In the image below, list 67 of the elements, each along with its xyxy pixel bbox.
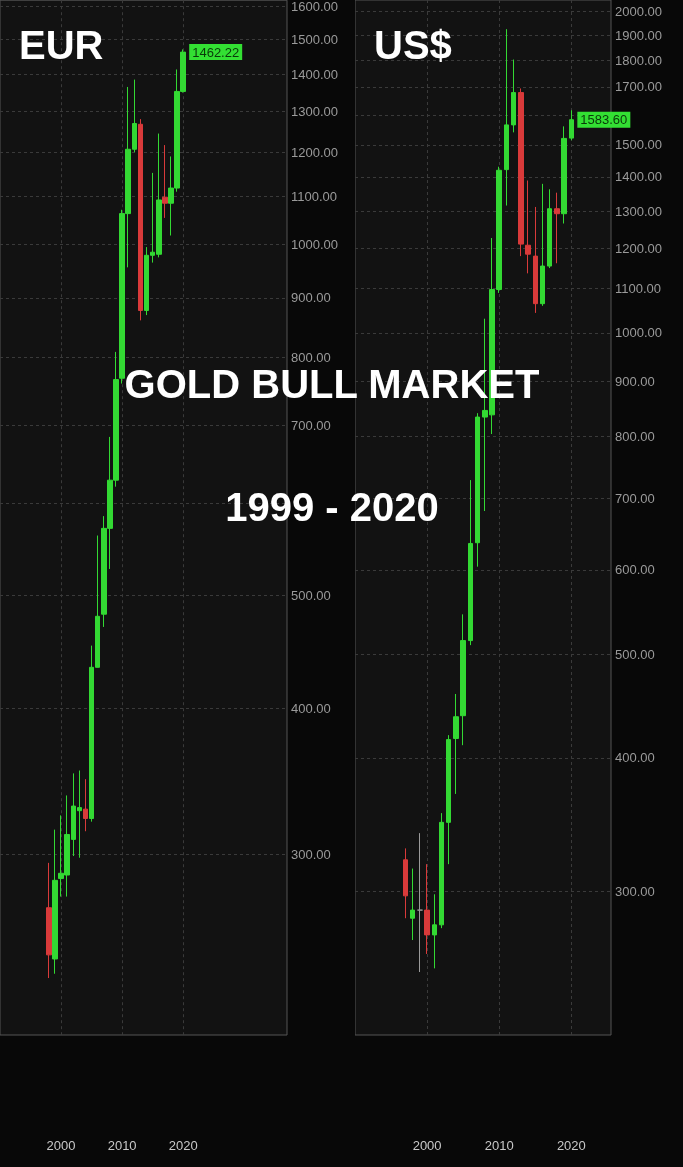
y-tick-label: 500.00 xyxy=(291,588,331,604)
y-tick-label: 500.00 xyxy=(615,646,655,662)
x-tick-label: 2010 xyxy=(107,1138,137,1153)
x-tick-label: 2020 xyxy=(168,1138,198,1153)
candlestick xyxy=(424,863,430,955)
y-tick-label: 300.00 xyxy=(615,883,655,899)
y-tick-label: 1500.00 xyxy=(291,31,338,47)
candlestick xyxy=(162,144,168,219)
candlestick xyxy=(561,125,567,224)
candlestick xyxy=(504,28,509,207)
y-tick-label: 900.00 xyxy=(615,374,655,390)
annotation: 1462.22 xyxy=(192,44,240,60)
candlestick xyxy=(432,893,437,969)
y-tick-label: 2000.00 xyxy=(615,3,662,19)
candlestick xyxy=(403,847,408,919)
candlestick xyxy=(569,109,574,141)
y-tick-label: 600.00 xyxy=(615,562,655,578)
y-tick-label: 1900.00 xyxy=(615,27,662,43)
y-tick-label: 1400.00 xyxy=(615,169,662,185)
candlestick xyxy=(453,693,459,795)
y-tick-label: 300.00 xyxy=(291,846,331,862)
y-tick-label: 700.00 xyxy=(615,490,655,506)
y-tick-label: 1100.00 xyxy=(615,281,662,297)
y-tick-label: 1000.00 xyxy=(291,237,338,253)
y-tick-label: 700.00 xyxy=(291,417,331,433)
candlestick xyxy=(540,183,545,307)
candlestick xyxy=(138,118,143,321)
y-tick-label: 1300.00 xyxy=(291,104,338,120)
candlestick xyxy=(468,479,473,646)
candlestick xyxy=(439,812,444,929)
candlestick xyxy=(446,734,451,865)
text: EUR xyxy=(19,23,104,67)
candlestick xyxy=(547,188,552,269)
candlestick xyxy=(475,412,480,568)
y-tick-label: 1200.00 xyxy=(291,144,338,160)
y-tick-label: 1400.00 xyxy=(291,66,338,82)
candlestick xyxy=(460,613,466,746)
y-tick-label: 1100.00 xyxy=(291,188,338,204)
y-tick-label: 1700.00 xyxy=(615,79,662,95)
y-tick-label: 800.00 xyxy=(291,350,331,366)
candlestick xyxy=(511,59,516,133)
x-tick-label: 2000 xyxy=(46,1138,76,1153)
candlestick xyxy=(52,829,58,975)
annotation: 1999 - 2020 xyxy=(225,485,439,529)
x-tick-label: 2000 xyxy=(412,1138,442,1153)
candlestick xyxy=(46,862,52,979)
y-tick-label: 400.00 xyxy=(615,750,655,766)
candlestick xyxy=(417,832,423,973)
candlestick xyxy=(554,192,560,264)
candlestick xyxy=(518,87,524,257)
x-tick-label: 2020 xyxy=(556,1138,586,1153)
y-tick-label: 1800.00 xyxy=(615,52,662,68)
y-tick-label: 1000.00 xyxy=(615,325,662,341)
x-tick-label: 2010 xyxy=(484,1138,514,1153)
candlestick xyxy=(83,778,88,832)
y-tick-label: 400.00 xyxy=(291,701,331,717)
y-tick-label: 1600.00 xyxy=(291,0,338,14)
y-tick-label: 1200.00 xyxy=(615,240,662,256)
candlestick xyxy=(533,206,538,314)
y-tick-label: 1300.00 xyxy=(615,203,662,219)
y-tick-label: 800.00 xyxy=(615,428,655,444)
candlestick xyxy=(525,180,531,274)
annotation: 1583.60 xyxy=(580,112,628,128)
y-tick-label: 900.00 xyxy=(291,290,331,306)
y-tick-label: 1500.00 xyxy=(615,137,662,153)
text: US$ xyxy=(374,23,452,67)
candlestick xyxy=(410,868,415,941)
